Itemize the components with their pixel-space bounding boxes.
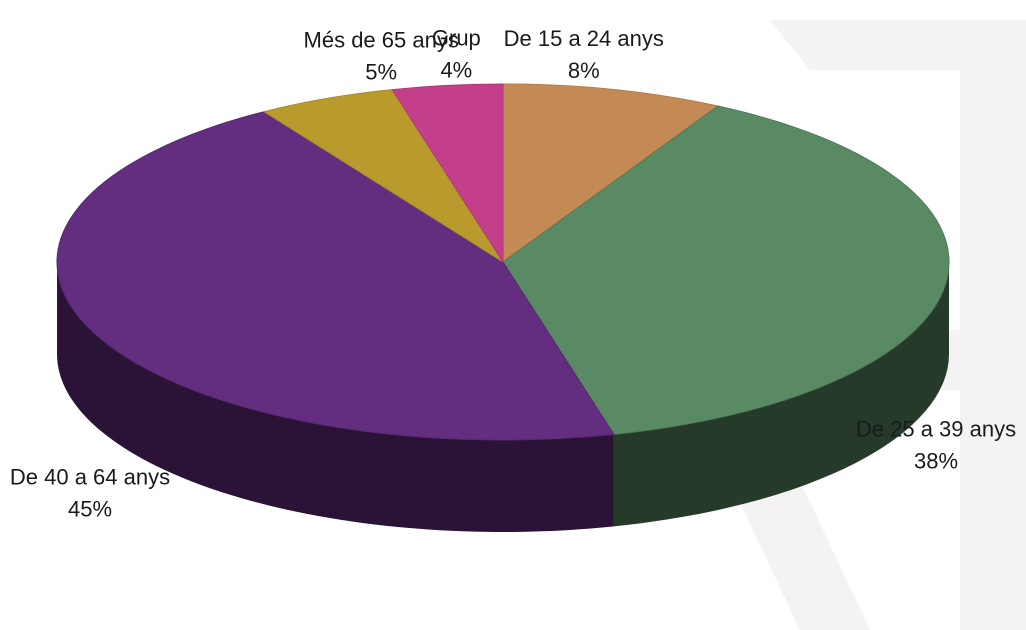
slice-label-value: 8% <box>568 58 600 83</box>
pie-labels: De 15 a 24 anys 8% De 25 a 39 anys 38% De 40… <box>10 25 1016 521</box>
slice-label-name: Grup <box>432 25 481 50</box>
pie-slice-de-25-a-39-anys <box>502 105 950 435</box>
slice-label-name: De 25 a 39 anys <box>856 416 1016 441</box>
pie-slice-grup <box>391 83 504 264</box>
slice-label-name: Més de 65 anys <box>304 28 459 53</box>
pie-sides <box>57 262 950 532</box>
watermark-shape <box>880 330 1026 630</box>
watermark-shape <box>720 460 870 630</box>
slice-label-value: 45% <box>68 497 112 522</box>
slice-label-value: 38% <box>914 448 958 473</box>
pie-side-de-25-a-39-anys <box>613 262 950 527</box>
slice-label-de-15-a-24-anys: De 15 a 24 anys 8% <box>504 26 664 83</box>
slice-label-value: 4% <box>440 57 472 82</box>
slice-label-value: 5% <box>365 60 397 85</box>
pie-tops <box>56 83 950 441</box>
watermark-shape <box>770 20 1026 330</box>
slice-label-name: De 15 a 24 anys <box>504 26 664 51</box>
slice-label-de-25-a-39-anys: De 25 a 39 anys 38% <box>856 416 1016 473</box>
pie-slice-de-15-a-24-anys <box>502 83 720 263</box>
slice-label-mes-de-65-anys: Més de 65 anys 5% <box>304 28 459 85</box>
slice-label-de-40-a-64-anys: De 40 a 64 anys 45% <box>10 465 170 522</box>
slice-label-name: De 40 a 64 anys <box>10 465 170 490</box>
slice-label-grup: Grup 4% <box>432 25 481 82</box>
pie-side-de-40-a-64-anys <box>57 262 614 532</box>
pie-slice-de-40-a-64-anys <box>56 111 615 441</box>
watermark-logo <box>720 20 1026 630</box>
